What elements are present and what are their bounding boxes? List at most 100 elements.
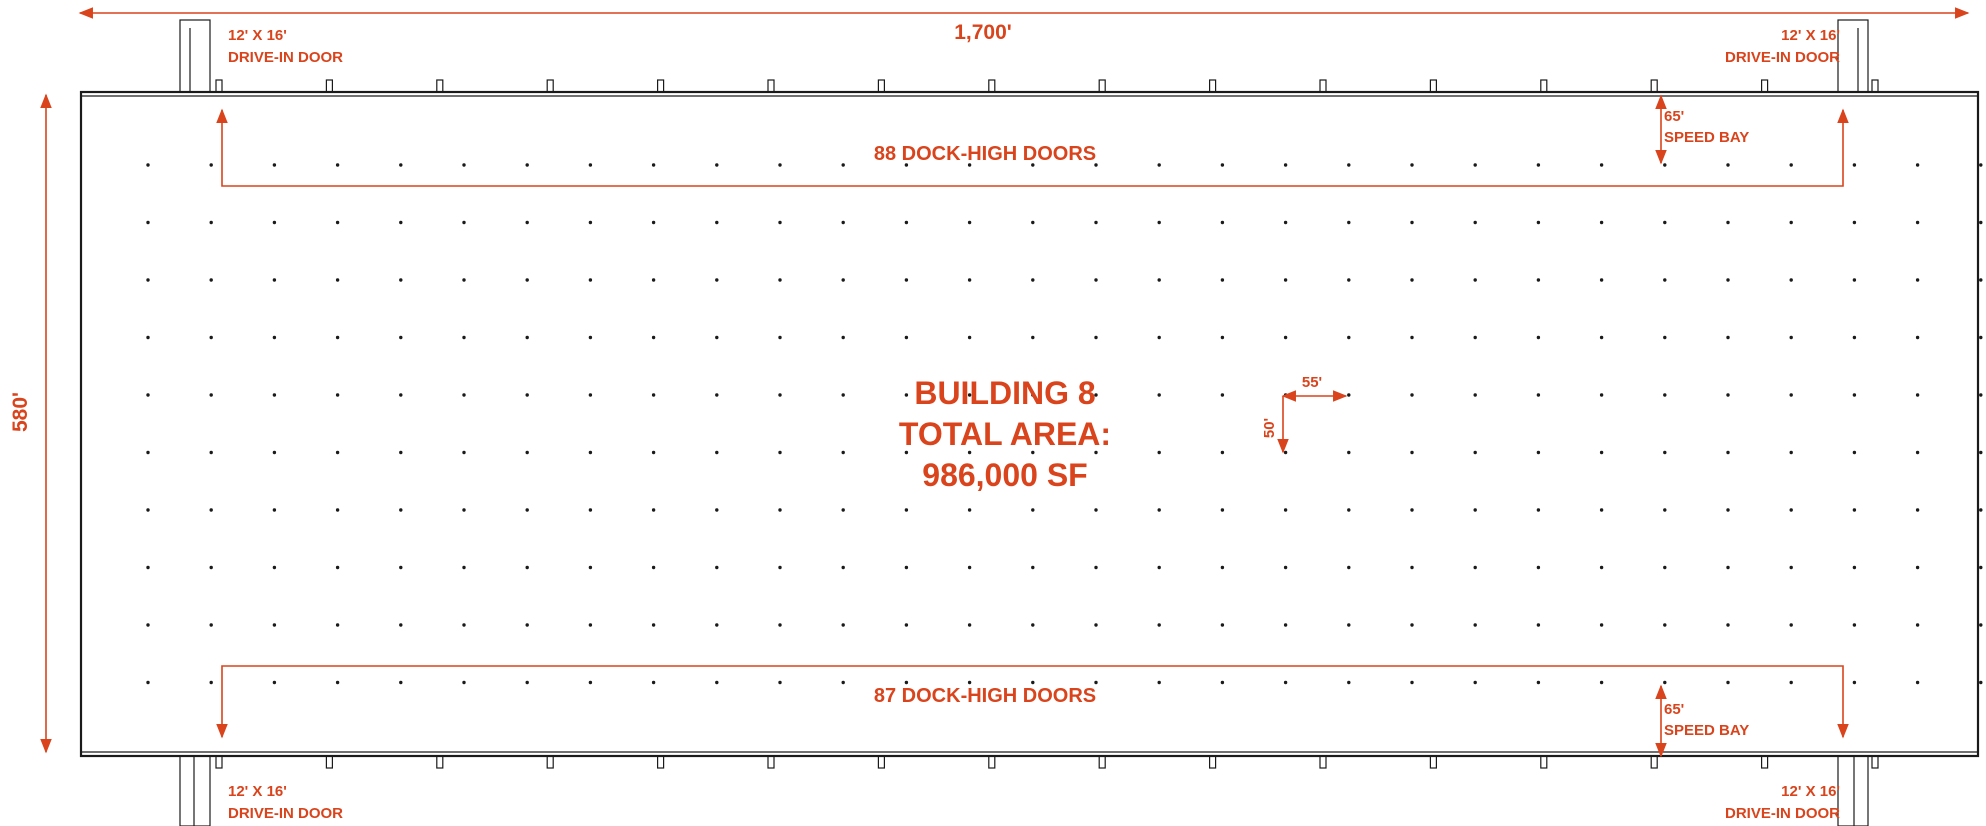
column-dot <box>588 393 593 397</box>
column-dot <box>841 680 845 685</box>
column-dot <box>1663 220 1667 225</box>
column-dot <box>778 278 782 282</box>
column-dot <box>1473 220 1477 225</box>
drive-in-door-top-right: 12' X 16' DRIVE-IN DOOR <box>1725 27 1840 66</box>
column-dot <box>841 565 845 570</box>
column-dot <box>1915 278 1920 282</box>
column-dot <box>841 163 845 167</box>
column-dot <box>778 220 782 225</box>
column-dot <box>399 450 403 455</box>
column-dot <box>1599 335 1604 340</box>
column-dot <box>1283 220 1288 225</box>
column-dot <box>967 680 972 685</box>
column-dot <box>715 393 719 397</box>
column-dot <box>146 335 150 340</box>
column-dot <box>1157 220 1161 225</box>
column-dot <box>1663 508 1667 512</box>
column-dot <box>715 163 719 167</box>
column-dot <box>462 508 466 512</box>
dock-door-marker <box>1760 79 1769 93</box>
column-dot <box>1473 335 1477 340</box>
column-dot <box>1157 623 1161 627</box>
dock-door-marker <box>767 755 775 769</box>
column-dot <box>1789 163 1793 167</box>
column-dot <box>272 450 277 455</box>
dock-door-marker <box>1650 79 1658 93</box>
column-dot <box>209 220 213 225</box>
column-dot <box>1663 393 1667 397</box>
column-dot <box>1852 623 1857 627</box>
column-dot <box>272 623 277 627</box>
column-dot <box>462 623 466 627</box>
column-dot <box>1915 623 1920 627</box>
column-dot <box>778 393 782 397</box>
column-dot <box>651 680 656 685</box>
column-dot <box>1915 335 1920 340</box>
column-dot <box>1410 393 1414 397</box>
speed-bay-top: 65' SPEED BAY <box>1655 94 1749 165</box>
drive-in-door-bottom-left: 12' X 16' DRIVE-IN DOOR <box>228 783 343 822</box>
column-dot <box>904 393 909 397</box>
column-dot <box>462 565 466 570</box>
column-dot <box>1220 565 1225 570</box>
column-dot <box>904 163 909 167</box>
column-dot <box>1094 565 1098 570</box>
column-dot <box>1347 393 1351 397</box>
column-dot <box>588 220 593 225</box>
column-dot <box>1726 623 1730 627</box>
column-dot <box>1283 335 1288 340</box>
column-dot <box>1979 508 1983 512</box>
column-dot <box>1789 450 1793 455</box>
column-dot <box>525 680 529 685</box>
drive-in-size-label: 12' X 16' <box>1781 27 1840 44</box>
column-dot <box>525 623 529 627</box>
column-dot <box>1726 680 1730 685</box>
column-dot <box>1347 623 1351 627</box>
column-dot <box>146 623 150 627</box>
column-dot <box>1852 393 1857 397</box>
drive-in-door-label: DRIVE-IN DOOR <box>1725 49 1840 66</box>
drive-in-door-label: DRIVE-IN DOOR <box>228 49 343 66</box>
column-dot <box>1915 565 1920 570</box>
north-dock-bracket: 88 DOCK-HIGH DOORS <box>216 108 1849 187</box>
column-dot <box>778 680 782 685</box>
column-dot <box>1347 680 1351 685</box>
column-dot <box>1599 393 1604 397</box>
column-dot <box>1473 393 1477 397</box>
column-dot <box>1726 220 1730 225</box>
column-dot <box>1915 220 1920 225</box>
column-dot <box>272 508 277 512</box>
column-dot <box>209 450 213 455</box>
column-dot <box>651 450 656 455</box>
column-dot <box>1157 508 1161 512</box>
dock-door-marker <box>546 755 554 769</box>
column-dot <box>1852 508 1857 512</box>
column-dot <box>1536 565 1541 570</box>
column-dot <box>1852 450 1857 455</box>
column-dot <box>967 623 972 627</box>
column-dot <box>335 393 340 397</box>
drive-in-size-label: 12' X 16' <box>228 27 287 44</box>
dock-door-marker <box>1650 755 1658 769</box>
column-dot <box>272 565 277 570</box>
column-dot <box>1031 220 1035 225</box>
column-dot <box>967 335 972 340</box>
dock-door-marker <box>215 79 223 93</box>
column-dot <box>525 450 529 455</box>
column-dot <box>1979 623 1983 627</box>
dock-door-marker <box>546 79 554 93</box>
south-dock-label: 87 DOCK-HIGH DOORS <box>874 685 1096 707</box>
column-dot <box>272 220 277 225</box>
column-dot <box>715 450 719 455</box>
column-dot <box>1915 450 1920 455</box>
column-dot <box>1094 680 1098 685</box>
column-dot <box>841 393 845 397</box>
column-dot <box>1726 565 1730 570</box>
dock-door-marker <box>1208 79 1217 93</box>
column-dot <box>904 680 909 685</box>
column-dot <box>1852 335 1857 340</box>
column-dot <box>1536 163 1541 167</box>
column-dot <box>335 163 340 167</box>
dock-door-markers <box>215 79 1879 769</box>
column-dot <box>588 508 593 512</box>
